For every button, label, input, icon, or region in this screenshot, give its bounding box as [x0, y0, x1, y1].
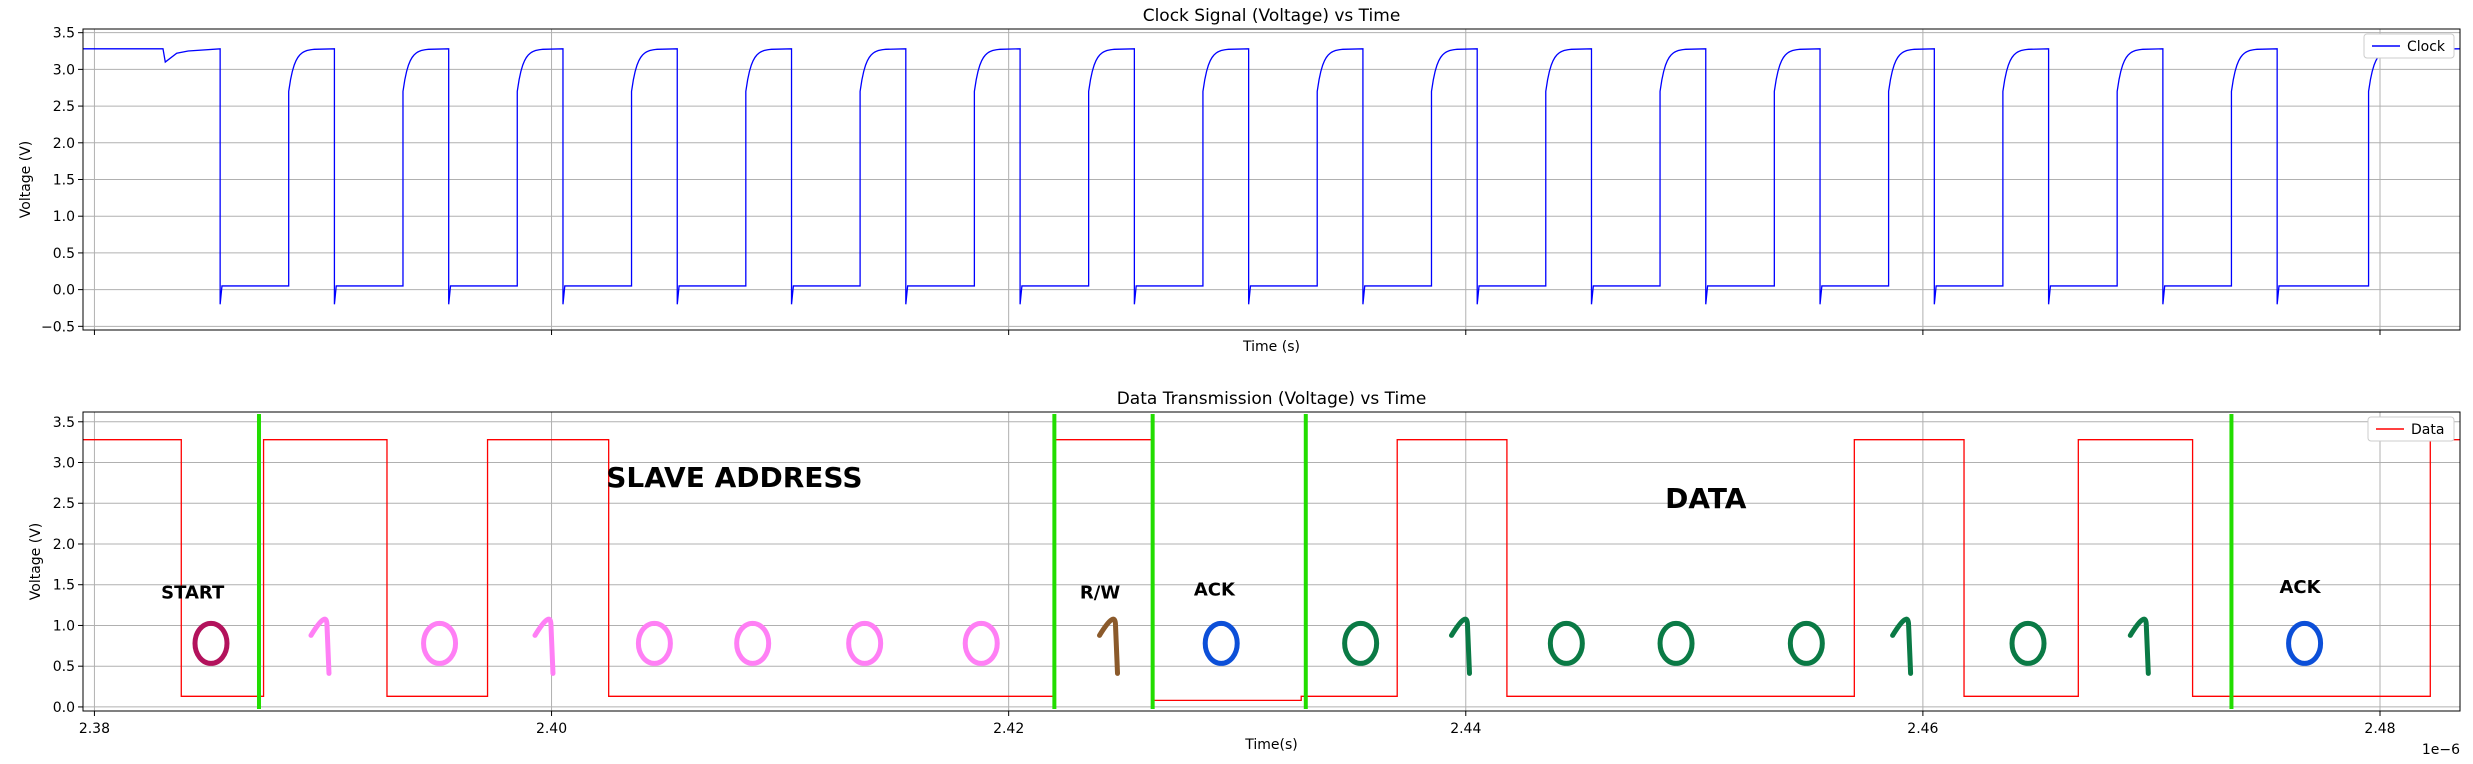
y-tick-label: 1.5 — [53, 173, 75, 189]
handwritten-bit-zero — [846, 620, 884, 666]
plot-frame — [82, 28, 2461, 331]
x-tick-label: 2.44 — [1450, 721, 1481, 737]
y-tick-label: 1.5 — [53, 578, 75, 594]
handwritten-bit-zero — [1202, 620, 1240, 666]
y-tick-label: 1.0 — [53, 209, 75, 225]
annotation-label: SLAVE ADDRESS — [606, 461, 862, 494]
legend-label: Clock — [2407, 39, 2446, 55]
legend: Data — [2367, 416, 2455, 442]
y-tick-label: 0.0 — [53, 700, 75, 716]
plot-frame — [82, 411, 2461, 712]
clock-panel: Clock Signal (Voltage) vs Time Time (s) Vo… — [18, 6, 2461, 355]
handwritten-bit-zero — [2286, 620, 2324, 666]
annotation-label: ACK — [2279, 577, 2321, 598]
handwritten-bit-one — [308, 616, 332, 676]
x-tick-label: 2.40 — [536, 721, 567, 737]
y-tick-label: −0.5 — [41, 319, 75, 335]
handwritten-bit-zero — [1342, 620, 1380, 666]
y-tick-label: 2.5 — [53, 496, 75, 512]
handwritten-bit-zero — [635, 620, 673, 666]
handwritten-bit-zero — [1547, 620, 1585, 666]
legend: Clock — [2363, 33, 2455, 59]
y-axis-label: Voltage (V) — [18, 141, 34, 218]
x-tick-label: 2.42 — [993, 721, 1024, 737]
handwritten-bit-zero — [734, 620, 772, 666]
handwritten-bit-zero — [1657, 620, 1695, 666]
y-tick-label: 3.5 — [53, 415, 75, 431]
annotation-label: DATA — [1665, 482, 1747, 515]
clock-series-line — [83, 48, 2460, 305]
y-tick-label: 3.5 — [53, 26, 75, 42]
x-axis-label: Time(s) — [1244, 737, 1297, 753]
handwritten-bit-one — [532, 616, 556, 676]
x-offset-text: 1e−6 — [2422, 742, 2460, 758]
handwritten-bit-one — [2127, 616, 2151, 676]
y-tick-label: 2.5 — [53, 99, 75, 115]
data-series-line — [83, 439, 2460, 702]
annotation-label: ACK — [1194, 579, 1236, 600]
y-tick-label: 1.0 — [53, 618, 75, 634]
y-tick-label: 0.5 — [53, 659, 75, 675]
handwritten-bit-one — [1097, 616, 1121, 676]
handwritten-bit-zero — [1787, 620, 1825, 666]
legend-box — [2363, 33, 2455, 59]
y-tick-label: 2.0 — [53, 136, 75, 152]
y-tick-label: 3.0 — [53, 62, 75, 78]
annotation-label: R/W — [1080, 583, 1120, 604]
handwritten-bit-one — [1448, 616, 1472, 676]
handwritten-bit-zero — [192, 620, 230, 666]
y-axis-label: Voltage (V) — [28, 523, 44, 600]
legend-label: Data — [2411, 422, 2444, 438]
x-axis-label: Time (s) — [1242, 339, 1300, 355]
y-tick-label: 2.0 — [53, 537, 75, 553]
chart-title: Data Transmission (Voltage) vs Time — [1117, 389, 1427, 409]
y-tick-label: 0.0 — [53, 283, 75, 299]
x-tick-label: 2.48 — [2364, 721, 2395, 737]
handwritten-bit-zero — [421, 620, 459, 666]
handwritten-bit-zero — [2009, 620, 2047, 666]
chart-title: Clock Signal (Voltage) vs Time — [1143, 6, 1401, 26]
legend-box — [2367, 416, 2455, 442]
y-tick-label: 3.0 — [53, 456, 75, 472]
data-panel: Data Transmission (Voltage) vs Time Time(… — [28, 389, 2461, 758]
y-tick-label: 0.5 — [53, 246, 75, 262]
handwritten-bit-one — [1890, 616, 1914, 676]
annotation-label: START — [161, 583, 225, 604]
x-tick-label: 2.38 — [79, 721, 110, 737]
x-tick-label: 2.46 — [1907, 721, 1938, 737]
handwritten-bit-zero — [962, 620, 1000, 666]
